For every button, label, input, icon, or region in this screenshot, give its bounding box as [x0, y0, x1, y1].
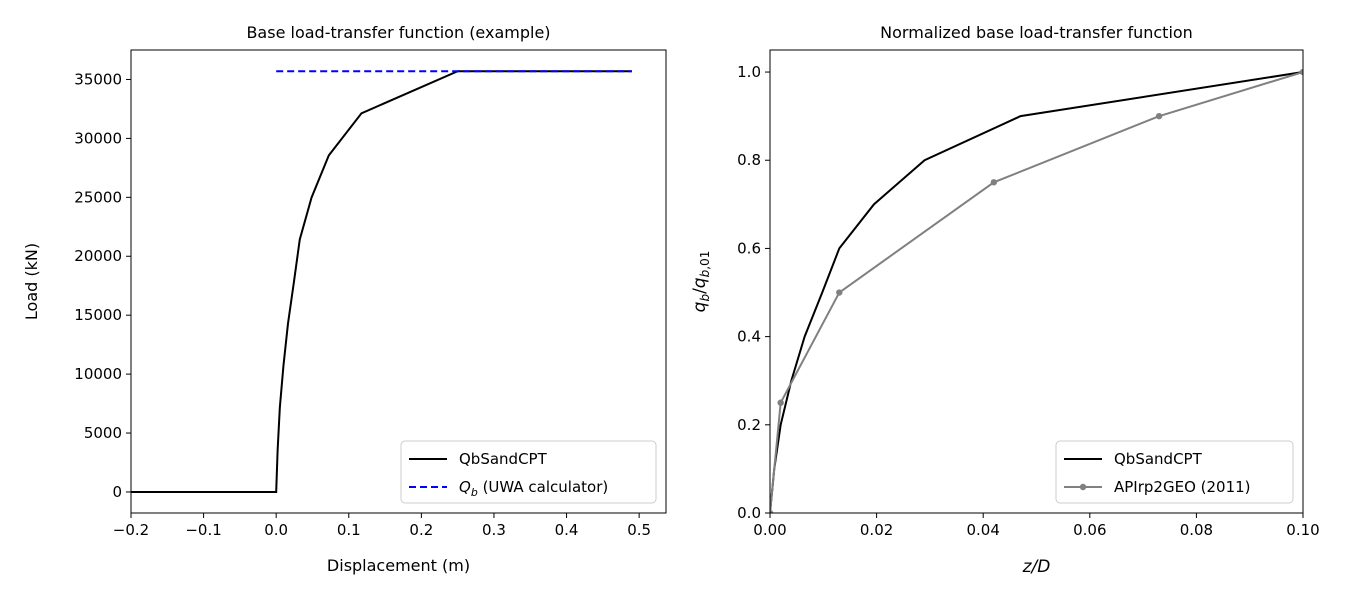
y-tick-label: 30000	[74, 129, 122, 147]
legend-marker	[1079, 483, 1087, 491]
series-line-2	[770, 71, 1303, 513]
x-tick-label: 0.0	[264, 521, 288, 539]
x-axis-label: Displacement (m)	[327, 556, 470, 575]
y-tick-label: 15000	[74, 306, 122, 324]
x-axis-label: z/D	[1022, 557, 1051, 577]
data-point	[836, 289, 843, 296]
y-axis-label: Load (kN)	[22, 243, 41, 320]
y-tick-label: 10000	[74, 365, 122, 383]
y-tick-label: 0.4	[737, 328, 761, 346]
axes-frame	[769, 49, 1304, 514]
legend-box	[400, 440, 657, 504]
y-tick-label: 5000	[84, 424, 122, 442]
y-tick-label: 0.2	[737, 416, 761, 434]
y-tick-label: 35000	[74, 70, 122, 88]
data-point	[777, 399, 784, 406]
y-axis-label: q_b/q_b,01	[690, 251, 712, 313]
data-point	[990, 179, 998, 186]
legend: QbSandCPT APIrp2GEO (2011)	[1055, 440, 1294, 504]
plot-area	[770, 68, 1303, 513]
x-tick-label: 0.08	[1180, 521, 1213, 539]
series-line-1	[770, 71, 1303, 513]
chart-2: 0.00 0.02 0.04 0.06 0.08 0.10 0.0 0.2 0.4 0.6 0.8 1…	[690, 23, 1320, 577]
legend-label: QbSandCPT	[1114, 450, 1203, 468]
data-point	[1299, 68, 1303, 76]
x-tick-label: −0.1	[185, 521, 221, 539]
series-line-1	[131, 70, 632, 493]
data-point	[770, 509, 774, 513]
y-tick-label: 25000	[74, 188, 122, 206]
y-tick-label: 1.0	[737, 63, 761, 81]
x-tick-label: 0.2	[409, 521, 433, 539]
legend-label: Qb (UWA calculator)	[459, 478, 608, 499]
x-tick-label: 0.10	[1286, 521, 1319, 539]
x-tick-label: 0.4	[555, 521, 579, 539]
x-tick-label: 0.04	[966, 521, 999, 539]
y-tick-label: 20000	[74, 247, 122, 265]
legend-label: APIrp2GEO (2011)	[1114, 478, 1251, 496]
legend-box	[1055, 440, 1294, 504]
x-tick-label: 0.3	[482, 521, 506, 539]
x-tick-label: 0.00	[753, 521, 786, 539]
x-tick-label: 0.06	[1073, 521, 1106, 539]
legend-label: QbSandCPT	[459, 450, 548, 468]
x-tick-label: 0.5	[627, 521, 651, 539]
data-point	[1155, 112, 1163, 120]
x-tick-label: −0.2	[113, 521, 149, 539]
chart-title: Base load-transfer function (example)	[246, 23, 550, 42]
chart-title: Normalized base load-transfer function	[880, 23, 1193, 42]
y-tick-label: 0	[112, 483, 122, 501]
legend: QbSandCPT Qb (UWA calculator)	[400, 440, 657, 504]
y-tick-label: 0.8	[737, 151, 761, 169]
plot-area	[131, 70, 632, 493]
axes-frame	[130, 49, 667, 514]
x-tick-label: 0.1	[337, 521, 361, 539]
x-tick-label: 0.02	[860, 521, 893, 539]
chart-1: −0.2 −0.1 0.0 0.1 0.2 0.3 0.4 0.5 0 5000 10000 1500…	[22, 23, 667, 575]
y-tick-label: 0.0	[737, 504, 761, 522]
y-tick-label: 0.6	[737, 239, 761, 257]
